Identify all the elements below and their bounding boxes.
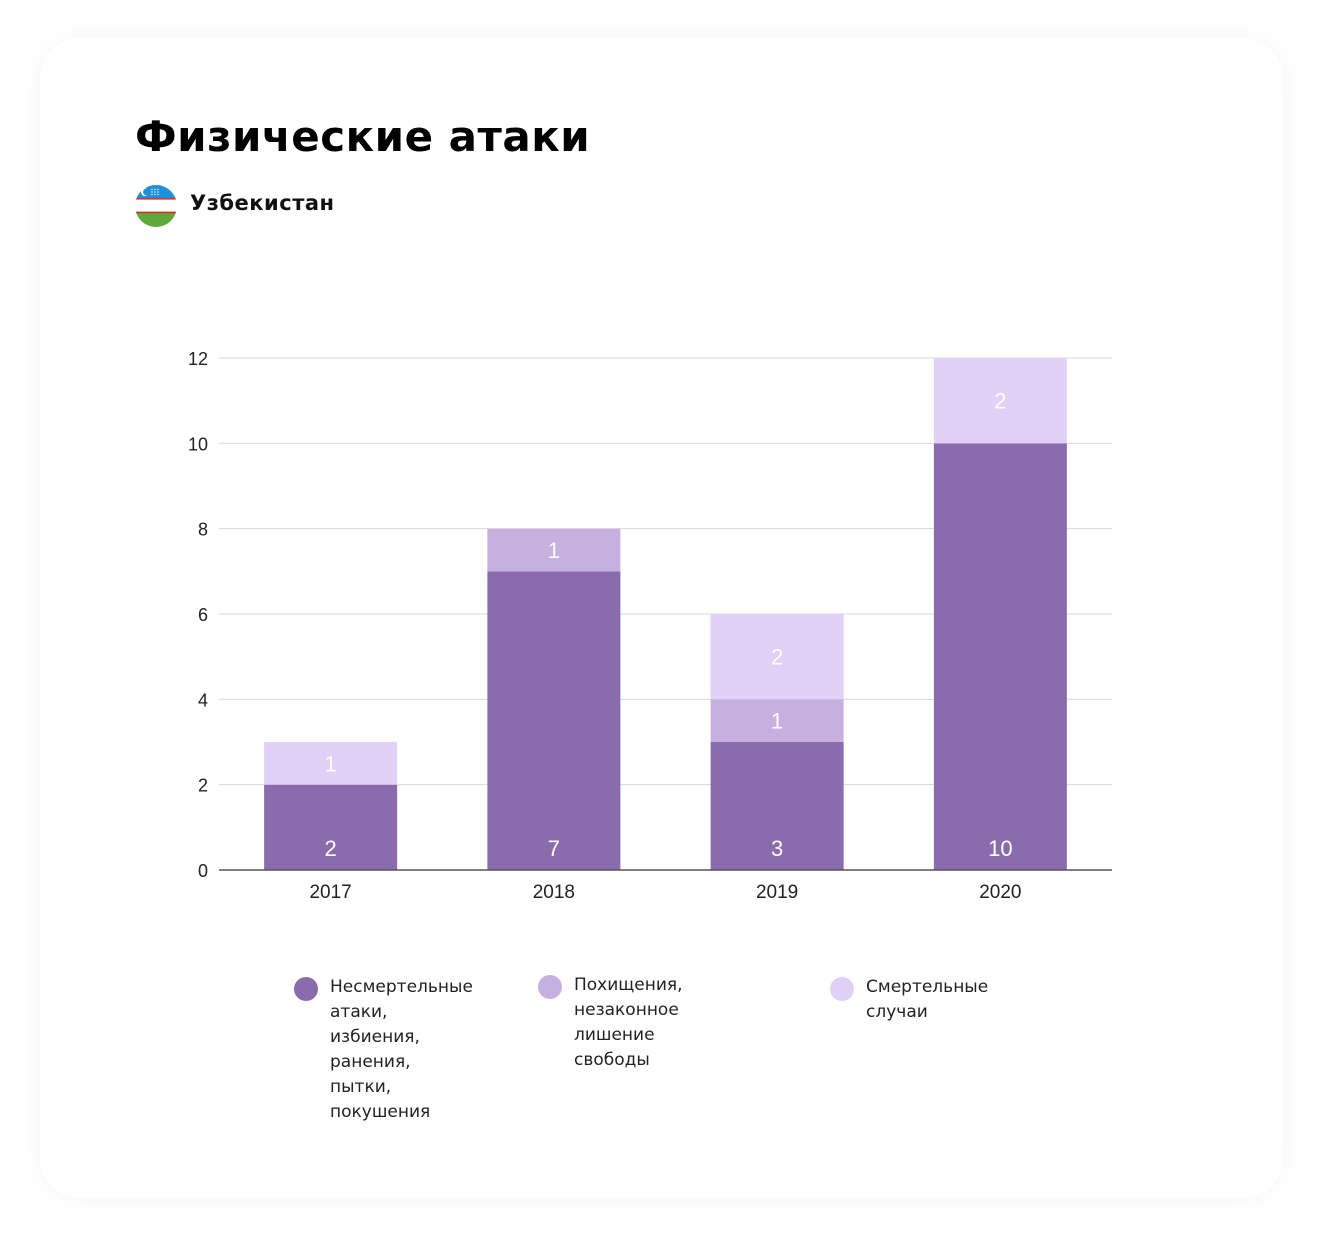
legend-label-line: Похищения, <box>574 975 683 995</box>
bar-value-label: 1 <box>771 709 783 734</box>
bar-value-label: 2 <box>325 836 337 861</box>
legend-label-line: ранения, пытки, <box>330 1052 411 1097</box>
y-tick-label: 12 <box>188 349 208 369</box>
uzbekistan-flag-icon <box>135 185 177 227</box>
bar-segment-nonfatal <box>264 784 398 870</box>
bar-value-label: 7 <box>548 836 560 861</box>
bar-segment-nonfatal <box>487 571 621 870</box>
legend-label-line: лишение свободы <box>574 1025 655 1070</box>
y-tick-label: 10 <box>188 434 208 454</box>
bar-value-label: 1 <box>548 538 560 563</box>
y-tick-label: 4 <box>198 690 208 710</box>
legend-label-line: Смертельные <box>866 977 989 997</box>
bar-value-label: 2 <box>994 389 1006 414</box>
legend-label-line: случаи <box>866 1002 928 1022</box>
page-title: Физические атаки <box>135 112 591 161</box>
legend-swatch-fatal <box>830 977 854 1001</box>
bar-segment-kidnapping <box>710 699 844 742</box>
legend-label-kidnapping: Похищения, незаконное лишение свободы <box>574 973 683 1073</box>
x-tick-label: 2018 <box>533 882 575 903</box>
legend-swatch-nonfatal <box>294 977 318 1001</box>
chart-card <box>40 38 1283 1198</box>
legend-swatch-kidnapping <box>538 975 562 999</box>
bar-segment-kidnapping <box>487 528 621 572</box>
legend-label-nonfatal: Несмертельные атаки, избиения, ранения, … <box>330 975 473 1125</box>
legend-label-line: Несмертельные <box>330 977 473 997</box>
legend-label-line: покушения <box>330 1102 431 1122</box>
bar-value-label: 3 <box>771 836 783 861</box>
legend-label-line: атаки, избиения, <box>330 1002 420 1047</box>
y-tick-label: 6 <box>198 605 208 625</box>
country-name: Узбекистан <box>190 191 335 215</box>
bar-segment-fatal <box>264 742 398 785</box>
x-tick-label: 2020 <box>979 882 1021 903</box>
bar-value-label: 1 <box>325 751 337 776</box>
bar-segment-nonfatal <box>710 742 844 870</box>
x-tick-label: 2017 <box>309 882 351 903</box>
bar-value-label: 10 <box>988 836 1012 861</box>
x-tick-label: 2019 <box>756 882 798 903</box>
bar-segment-nonfatal <box>933 443 1067 870</box>
y-tick-label: 8 <box>198 520 208 540</box>
legend-label-line: незаконное <box>574 1000 679 1020</box>
legend-label-fatal: Смертельные случаи <box>866 975 988 1025</box>
bar-value-label: 2 <box>771 645 783 670</box>
y-tick-label: 2 <box>198 776 208 796</box>
bar-segment-fatal <box>933 358 1067 444</box>
y-tick-label: 0 <box>198 861 208 881</box>
bar-segment-fatal <box>710 614 844 700</box>
